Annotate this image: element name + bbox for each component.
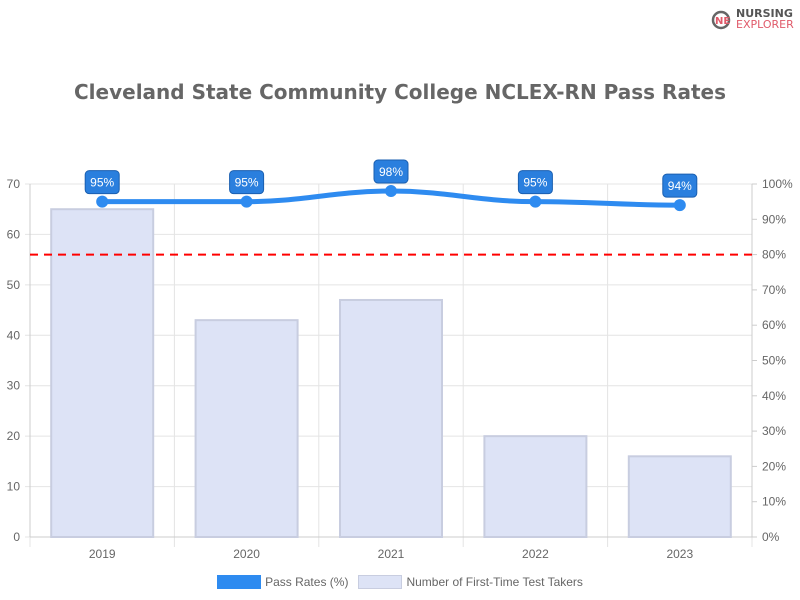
data-label: 94% bbox=[668, 179, 692, 193]
data-label-box bbox=[662, 173, 698, 198]
data-label-box bbox=[517, 170, 553, 195]
data-label: 98% bbox=[379, 165, 403, 179]
data-label: 95% bbox=[235, 176, 259, 190]
left-tick-label: 60 bbox=[7, 227, 21, 241]
chart-title: Cleveland State Community College NCLEX-… bbox=[74, 80, 726, 104]
x-tick-label: 2023 bbox=[666, 547, 693, 561]
data-label-box bbox=[84, 170, 120, 195]
logo-line2: EXPLORER bbox=[736, 18, 794, 31]
legend-label: Number of First-Time Test Takers bbox=[406, 575, 583, 589]
legend-swatch bbox=[217, 575, 262, 589]
right-tick-label: 70% bbox=[762, 283, 786, 297]
logo: NE NURSING EXPLORER bbox=[710, 8, 794, 30]
data-label: 95% bbox=[523, 176, 547, 190]
left-tick-label: 0 bbox=[13, 530, 20, 544]
x-tick-label: 2019 bbox=[89, 547, 116, 561]
legend-item-pass-rates[interactable]: Pass Rates (%) bbox=[217, 575, 348, 589]
legend-item-test-takers[interactable]: Number of First-Time Test Takers bbox=[358, 575, 583, 589]
left-tick-label: 50 bbox=[7, 278, 21, 292]
pass-rate-point bbox=[240, 195, 253, 208]
right-tick-label: 50% bbox=[762, 354, 786, 368]
right-tick-label: 100% bbox=[762, 177, 793, 191]
data-label-box bbox=[229, 170, 265, 195]
pass-rate-point bbox=[529, 195, 542, 208]
legend-label: Pass Rates (%) bbox=[265, 575, 349, 589]
left-tick-label: 20 bbox=[7, 429, 21, 443]
left-tick-label: 10 bbox=[7, 480, 21, 494]
data-label-box bbox=[373, 159, 409, 184]
left-tick-label: 70 bbox=[7, 177, 21, 191]
nursing-explorer-logo-icon: NE bbox=[711, 10, 730, 30]
svg-text:NE: NE bbox=[715, 16, 730, 27]
left-tick-label: 40 bbox=[7, 328, 21, 342]
pass-rate-point bbox=[385, 185, 397, 198]
bar bbox=[483, 435, 588, 538]
pass-rate-point bbox=[673, 199, 686, 212]
data-label: 95% bbox=[90, 176, 114, 190]
left-tick-label: 30 bbox=[7, 379, 21, 393]
logo-line1: NURSING bbox=[736, 7, 793, 20]
right-tick-label: 60% bbox=[762, 318, 786, 332]
x-tick-label: 2021 bbox=[378, 547, 405, 561]
right-tick-label: 30% bbox=[762, 424, 786, 438]
legend-swatch bbox=[358, 575, 403, 589]
legend: Pass Rates (%) Number of First-Time Test… bbox=[0, 575, 800, 589]
right-tick-label: 10% bbox=[762, 495, 786, 509]
right-tick-label: 20% bbox=[762, 459, 786, 473]
bar bbox=[194, 319, 299, 538]
right-tick-label: 90% bbox=[762, 212, 786, 226]
pass-rate-point bbox=[96, 195, 109, 208]
right-tick-label: 80% bbox=[762, 248, 786, 262]
bar bbox=[339, 298, 443, 538]
bar bbox=[627, 455, 732, 539]
x-tick-label: 2022 bbox=[522, 547, 549, 561]
right-tick-label: 0% bbox=[762, 530, 780, 544]
right-tick-label: 40% bbox=[762, 389, 786, 403]
x-tick-label: 2020 bbox=[233, 547, 260, 561]
bar bbox=[50, 208, 155, 538]
